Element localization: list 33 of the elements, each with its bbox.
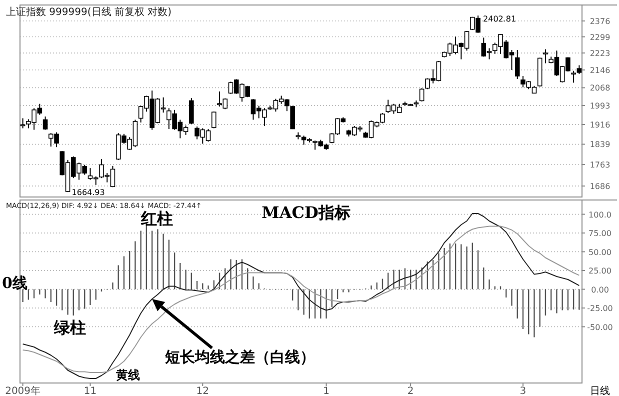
annotation: 2402.81: [483, 14, 516, 24]
y-tick-label: -50.00: [587, 322, 613, 332]
y-tick-label: 0.00: [591, 285, 609, 294]
x-tick-label: 12: [196, 386, 210, 396]
y-tick-label: 2223: [590, 48, 610, 58]
text: 日线: [590, 385, 610, 396]
annotation: 1664.93: [72, 188, 105, 198]
chart-title: 上证指数 999999(日线 前复权 对数): [6, 6, 172, 18]
annotation: 黄线: [115, 368, 140, 382]
x-tick-label: 11: [84, 386, 97, 396]
chart-title: MACD指标: [262, 203, 350, 222]
y-tick-label: -25.00: [587, 304, 613, 313]
y-tick-label: 2068: [590, 84, 610, 93]
annotation: 短长均线之差（白线）: [164, 348, 315, 366]
x-tick-label: 2: [407, 386, 414, 396]
x-tick-label: 3: [520, 386, 526, 396]
y-tick-label: 2299: [590, 32, 610, 42]
y-tick-label: 1686: [590, 182, 610, 192]
annotation: 0线: [2, 274, 28, 292]
x-tick-label: 2009年: [5, 385, 41, 396]
y-tick-label: 2146: [590, 66, 610, 75]
y-tick-label: 100.0: [588, 210, 612, 220]
annotation: 红柱: [140, 209, 173, 228]
x-tick-label: 1: [323, 386, 330, 396]
y-tick-label: 1993: [590, 102, 610, 111]
y-tick-label: 25.00: [588, 266, 612, 276]
annotation: 绿柱: [53, 318, 86, 337]
y-tick-label: 1763: [590, 160, 610, 170]
y-tick-label: 1916: [590, 120, 610, 130]
y-tick-label: 1839: [590, 140, 610, 150]
y-tick-label: 75.00: [588, 229, 612, 238]
y-tick-label: 2376: [590, 16, 610, 26]
y-tick-label: 50.00: [588, 248, 612, 257]
